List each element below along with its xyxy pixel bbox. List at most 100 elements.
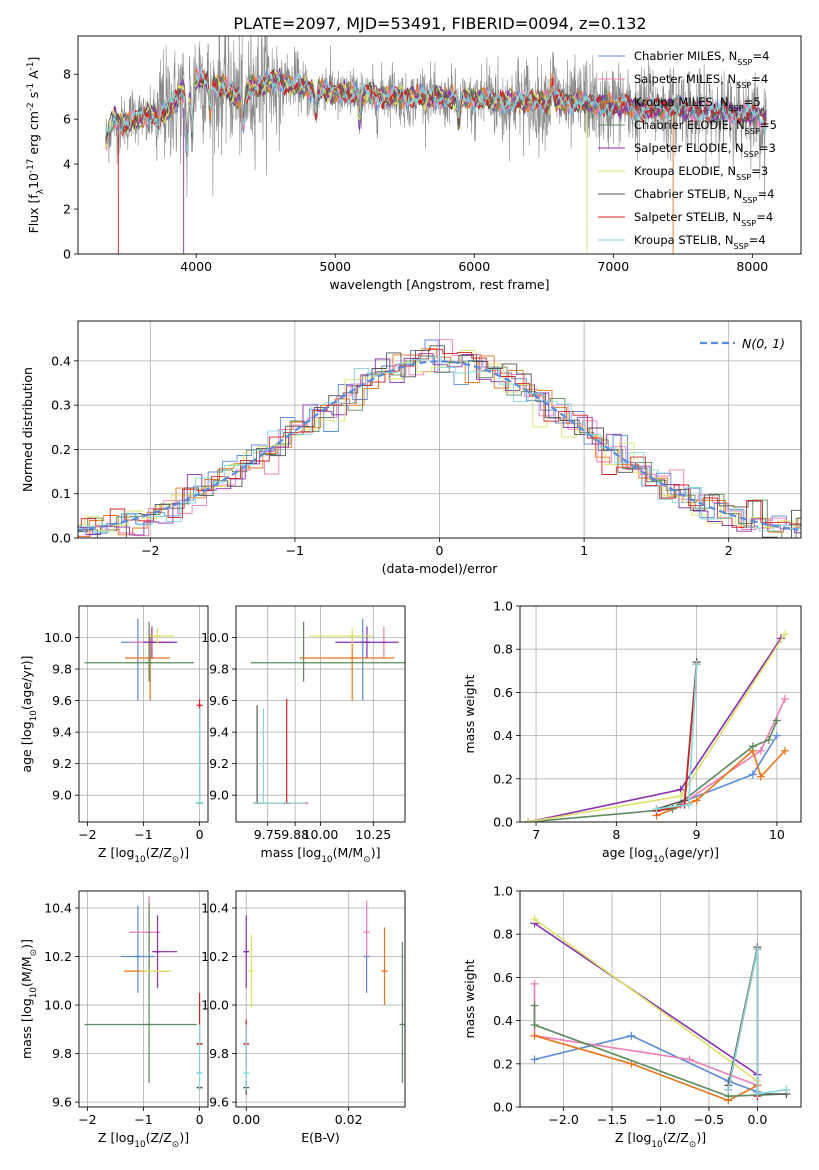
y-tick-label: 8 <box>63 67 71 82</box>
x-tick-label: −0.5 <box>694 1112 724 1127</box>
y-tick-label: 10.0 <box>201 998 229 1013</box>
y-tick-label: 0.0 <box>493 1100 513 1115</box>
label-text: (Z/Z <box>663 1130 689 1145</box>
legend-entry: Salpeter MILES, NSSP =4 <box>634 72 768 90</box>
plus-marker <box>530 1055 539 1064</box>
label-script: SSP <box>734 242 749 251</box>
axes-frame <box>519 605 802 823</box>
x-tick-label: 6000 <box>458 259 490 274</box>
plus-marker <box>530 1031 539 1040</box>
y-tick-label: 10.4 <box>201 900 229 915</box>
label-text: (M/M <box>19 956 34 987</box>
axes-frame <box>78 890 209 1108</box>
mass-weight-line <box>727 949 787 1095</box>
y-axis-label: age [log10 (age/yr)] <box>19 655 39 772</box>
label-script: ⊙ <box>363 855 370 865</box>
x-tick-label: 8 <box>612 827 620 842</box>
y-tick-label: 0.8 <box>493 927 513 942</box>
residual-histogram-step <box>78 339 801 537</box>
legend-entry: N(0, 1) <box>742 336 785 351</box>
plus-marker <box>530 1001 539 1010</box>
grid-age-vs-mass <box>236 606 405 822</box>
x-tick-label: 0 <box>196 827 204 842</box>
label-text: Z [log <box>615 1130 651 1145</box>
legend-entry: Kroupa STELIB, NSSP =4 <box>634 233 766 251</box>
label-text: =5 <box>744 95 761 109</box>
axes-residuals: −2 −1 0 1 2 0.0 0.1 0.2 0.3 0.4 (data-model)/error… <box>20 320 802 576</box>
plus-marker <box>780 746 789 755</box>
x-axis-label: Z [log10 (Z/Z⊙ )] <box>615 1130 706 1150</box>
label-text: )] <box>179 1130 189 1145</box>
grid-massweight-vs-Z <box>520 890 801 1108</box>
label-script: SSP <box>742 196 757 205</box>
label-script: SSP <box>736 81 751 90</box>
y-tick-label: 9.0 <box>209 788 229 803</box>
x-tick-label: 0 <box>436 543 444 558</box>
x-tick-label: −1.5 <box>597 1112 627 1127</box>
gaussian-reference-curve <box>78 360 799 532</box>
plus-marker <box>692 660 701 669</box>
label-text: s <box>26 92 41 103</box>
plus-marker <box>780 630 789 639</box>
label-text: (age/yr)] <box>19 655 34 710</box>
plus-marker <box>724 1085 733 1094</box>
x-axis-label: wavelength [Angstrom, rest frame] <box>329 277 549 292</box>
y-tick-label: 0.1 <box>51 486 71 501</box>
y-tick-label: 0.4 <box>493 728 513 743</box>
y-tick-label: 9.2 <box>52 756 72 771</box>
label-text: 10 <box>26 173 41 189</box>
legend-entry: Kroupa MILES, NSSP =5 <box>634 95 761 113</box>
plus-marker <box>530 979 539 988</box>
plus-marker <box>748 742 757 751</box>
y-axis-label: mass [log10 (M/M⊙ )] <box>19 939 39 1059</box>
y-tick-label: 0.8 <box>493 642 513 657</box>
label-text: =4 <box>752 49 769 63</box>
plus-marker <box>782 1085 791 1094</box>
mass-weight-line <box>534 922 758 1076</box>
plus-marker <box>753 945 762 954</box>
label-text: ] <box>26 57 41 62</box>
plus-marker <box>524 818 533 822</box>
grid-age-vs-Z <box>79 606 208 822</box>
y-tick-label: 10.2 <box>201 949 229 964</box>
label-script: 10 <box>134 1140 145 1150</box>
label-script: 10 <box>651 1140 662 1150</box>
y-tick-label: 0.2 <box>51 442 71 457</box>
y-tick-label: 0.6 <box>493 685 513 700</box>
mass-weight-line <box>656 664 698 812</box>
axes-spectrum: 4000 5000 6000 7000 8000 0 2 4 6 8 wavelength [Ang… <box>26 35 802 292</box>
label-text: erg cm <box>26 111 41 159</box>
label-text: mass [log <box>261 845 322 860</box>
x-tick-label: −1 <box>134 827 152 842</box>
y-tick-label: 0 <box>63 247 71 262</box>
label-text: age [log <box>602 845 653 860</box>
plus-marker <box>684 800 693 809</box>
x-tick-label: −1 <box>134 1112 152 1127</box>
legend-entry: Salpeter STELIB, NSSP =4 <box>634 210 773 228</box>
axes-mass-vs-Z: −2 −1 09.69.810.010.210.4Z [log10 (Z/Z⊙ )]… <box>19 890 209 1150</box>
x-tick-label: −2 <box>78 827 96 842</box>
y-tick-label: 9.4 <box>209 725 229 740</box>
x-tick-label: 4000 <box>180 259 212 274</box>
plus-marker <box>748 770 757 779</box>
label-text: (data-model)/error <box>382 561 499 576</box>
y-tick-label: 9.6 <box>52 693 72 708</box>
label-script: λ <box>36 189 46 194</box>
label-text: mass weight <box>462 959 477 1038</box>
x-tick-label: 2 <box>725 543 733 558</box>
label-script: SSP <box>745 127 760 136</box>
plus-marker <box>627 1031 636 1040</box>
label-text: Salpeter ELODIE, N <box>634 141 744 155</box>
label-text: )] <box>19 939 34 949</box>
label-text: (M/M <box>333 845 364 860</box>
label-text: Normed distribution <box>20 367 35 492</box>
model-spectrum-line <box>117 69 767 254</box>
plus-marker <box>756 772 765 781</box>
plot-area-massweight-vs-age <box>524 630 789 822</box>
model-spectrum-line <box>105 67 767 152</box>
legend-entry: Kroupa ELODIE, NSSP =3 <box>634 164 768 182</box>
y-tick-label: 1.0 <box>493 884 513 899</box>
